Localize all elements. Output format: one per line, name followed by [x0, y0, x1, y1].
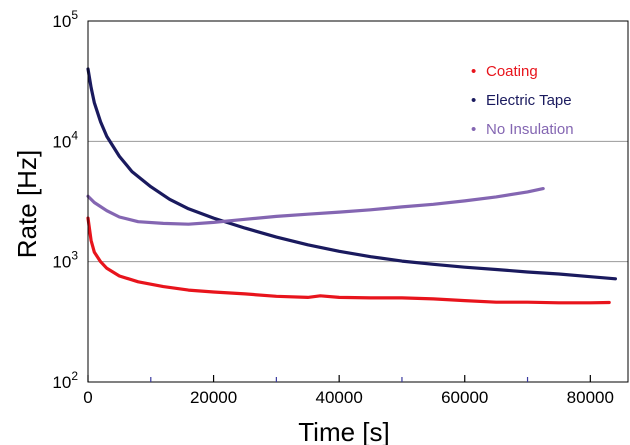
legend: • Coating • Electric Tape • No Insulation — [471, 63, 574, 138]
x-tick-label: 60000 — [441, 388, 488, 407]
axis-ticks: 0 20000 40000 60000 80000 102 103 104 105 — [52, 8, 614, 407]
y-axis-title: Rate [Hz] — [12, 150, 42, 258]
grid-lines — [88, 140, 628, 263]
legend-label-no-insulation: No Insulation — [486, 121, 574, 138]
series-line-coating — [86, 216, 611, 305]
x-axis-title: Time [s] — [298, 417, 389, 445]
x-tick-label: 20000 — [190, 388, 237, 407]
series-lines — [86, 67, 617, 305]
series-line-no-insulation — [86, 187, 545, 226]
legend-label-coating: Coating — [486, 63, 538, 80]
y-tick-label: 105 — [52, 8, 78, 31]
y-tick-label: 103 — [52, 249, 78, 272]
plot-frame — [87, 20, 629, 383]
x-tick-label: 40000 — [316, 388, 363, 407]
y-tick-label: 102 — [52, 369, 78, 392]
legend-label-electric-tape: Electric Tape — [486, 92, 572, 109]
legend-marker-no-insulation: • — [471, 121, 476, 138]
legend-marker-coating: • — [471, 63, 476, 80]
y-tick-label: 104 — [52, 128, 78, 151]
x-tick-label: 0 — [83, 388, 92, 407]
series-line-electric-tape — [86, 67, 617, 281]
x-tick-label: 80000 — [567, 388, 614, 407]
legend-marker-electric-tape: • — [471, 92, 476, 109]
